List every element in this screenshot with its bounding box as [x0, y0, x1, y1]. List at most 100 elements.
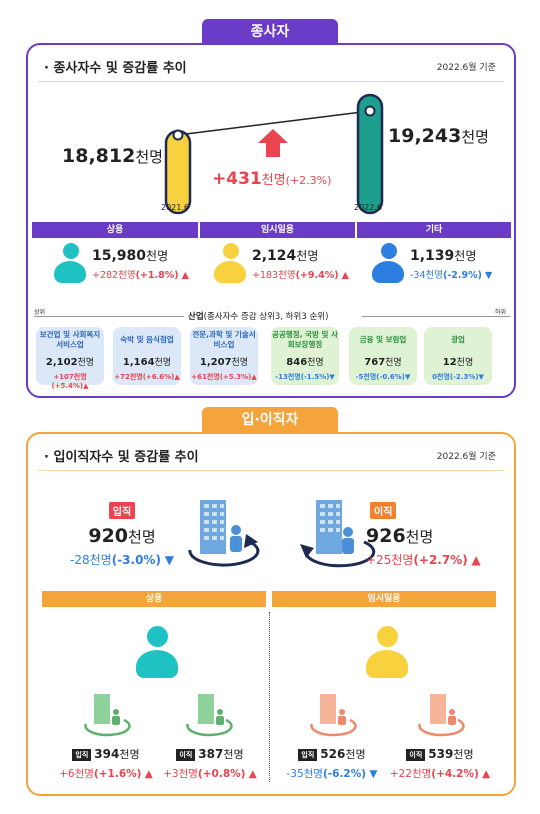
hire-badge: 입직 — [72, 748, 92, 761]
industry-change: +61천명(+5.3%)▲ — [190, 372, 258, 382]
industry-value-unit: 천명 — [385, 358, 402, 368]
industry-change: 0천명(-2.3%)▼ — [424, 372, 492, 382]
hires-panel: · 입이직자수 및 증감률 추이 2022.6월 기준 입직 920천명 -28… — [26, 432, 516, 796]
value-2022-unit: 천명 — [461, 128, 489, 146]
total-change-value: +431 — [212, 169, 262, 189]
value-2022-number: 19,243 — [388, 125, 462, 147]
industry-change-text: -5천명(-0.6%) — [355, 373, 405, 381]
category-regular-value: 15,980 — [92, 248, 147, 264]
temporary-separation-unit: 천명 — [453, 748, 474, 761]
industry-value-number: 767 — [364, 357, 386, 368]
category-temporary-change: +183천명 — [252, 270, 296, 281]
panel-title: · 종사자수 및 증감률 추이 — [44, 61, 187, 76]
separation-unit: 천명 — [405, 528, 434, 546]
separation-badge: 이직 — [370, 502, 397, 519]
industry-value: 12천명 — [424, 355, 492, 368]
industry-divider-left — [34, 316, 184, 317]
category-regular-unit: 천명 — [146, 249, 169, 263]
industry-card: 공공행정, 국방 및 사회보장행정 846천명 -13천명(-1.5%)▼ — [271, 327, 339, 385]
regular-hire-unit: 천명 — [119, 748, 140, 761]
industry-name: 공공행정, 국방 및 사회보장행정 — [272, 329, 338, 349]
category-head-regular: 상용 — [32, 222, 198, 238]
building-hire-icon — [84, 694, 131, 737]
temporary-separation-stat: 이직 539천명 +22천명(+4.2%) ▲ — [384, 746, 496, 781]
separation-badge: 이직 — [406, 748, 426, 761]
category-temporary-pct: (+9.4%) — [295, 270, 339, 281]
industry-change: -5천명(-0.6%)▼ — [349, 372, 417, 382]
industry-divider-right — [362, 316, 510, 317]
industry-card: 전문,과학 및 기술서비스업 1,207천명 +61천명(+5.3%)▲ — [190, 327, 258, 385]
industry-value-unit: 천명 — [231, 358, 249, 368]
regular-hire-value: 394 — [94, 747, 120, 761]
regular-hire-pct: (+1.6%) — [93, 768, 142, 780]
arrow-down-icon: ▼ — [478, 373, 484, 381]
regular-separation-change: +3천명 — [163, 768, 198, 780]
industry-value-number: 846 — [286, 357, 308, 368]
regular-separation-pct: (+0.8%) — [197, 768, 246, 780]
separation-badge: 이직 — [176, 748, 196, 761]
hire-value: 920 — [88, 525, 129, 547]
category-other-change: -34천명 — [410, 270, 443, 281]
value-2021-unit: 천명 — [135, 148, 163, 166]
label-2022: 2022.6 — [354, 203, 382, 212]
total-change: +431천명(+2.3%) — [212, 169, 331, 189]
category-other-value: 1,139 — [410, 248, 455, 264]
industry-change-text: 0천명(-2.3%) — [432, 373, 479, 381]
separation-value: 926 — [366, 525, 406, 547]
person-icon-yellow — [214, 243, 246, 285]
separation-pct: (+2.7%) — [413, 553, 468, 567]
arrow-up-icon: ▲ — [178, 270, 189, 281]
person-icon-yellow — [366, 626, 408, 680]
person-icon-teal — [136, 626, 178, 680]
value-2021-number: 18,812 — [62, 145, 136, 167]
industry-value-unit: 천명 — [307, 358, 324, 368]
industry-name: 광업 — [451, 334, 465, 344]
category-temporary-value: 2,124 — [252, 248, 297, 264]
industry-value: 1,164천명 — [113, 355, 181, 368]
temporary-separation-value: 539 — [428, 747, 454, 761]
arrow-down-icon: ▼ — [481, 270, 493, 281]
value-2022: 19,243천명 — [388, 125, 489, 147]
arrow-up-icon: ▲ — [338, 270, 349, 281]
industry-card: 숙박 및 음식점업 1,164천명 +72천명(+6.6%)▲ — [113, 327, 181, 385]
category-head-temporary: 임시일용 — [200, 222, 355, 238]
industry-value-number: 1,164 — [122, 357, 155, 368]
industry-value-unit: 천명 — [154, 358, 172, 368]
category-regular-pct: (+1.8%) — [135, 270, 179, 281]
industry-change: -13천명(-1.5%)▼ — [271, 372, 339, 382]
panel-title-text: 종사자수 및 증감률 추이 — [53, 61, 187, 76]
industry-card: 광업 12천명 0천명(-2.3%)▼ — [424, 327, 492, 385]
industry-name: 전문,과학 및 기술서비스업 — [192, 329, 256, 349]
regular-hire-change: +6천명 — [59, 768, 94, 780]
industry-rank-bottom: 하위 — [494, 309, 506, 316]
panel-title: · 입이직자수 및 증감률 추이 — [44, 450, 199, 465]
section-tab-hires: 입·이직자 — [202, 407, 338, 433]
industry-change-text: +72천명(+6.6%) — [114, 373, 175, 381]
building-separation-icon — [186, 694, 233, 737]
total-change-unit: 천명 — [261, 173, 286, 188]
industry-change-text: -13천명(-1.5%) — [275, 373, 330, 381]
temporary-hire-unit: 천명 — [345, 748, 366, 761]
building-hire-icon — [310, 694, 357, 737]
category-temporary-unit: 천명 — [296, 249, 319, 263]
label-2021: 2021.6 — [161, 203, 189, 212]
arrow-down-icon: ▼ — [160, 553, 174, 567]
industry-value: 1,207천명 — [190, 355, 258, 368]
temporary-hire-stat: 입직 526천명 -35천명(-6.2%) ▼ — [276, 746, 388, 781]
arrow-up-icon: ▲ — [467, 553, 481, 567]
value-2021: 18,812천명 — [62, 145, 163, 167]
industry-change-text: +61천명(+5.3%) — [191, 373, 252, 381]
industry-title: 산업 — [188, 312, 204, 322]
industry-name: 금융 및 보험업 — [359, 334, 407, 344]
group-head-regular: 상용 — [42, 591, 266, 607]
industry-subtitle: (종사자수 증감 상위3, 하위3 순위) — [203, 312, 329, 322]
hire-summary: 입직 920천명 -28천명(-3.0%) ▼ — [62, 500, 182, 568]
industry-change-text: +107천명(+5.4%) — [51, 373, 87, 390]
person-icon-teal — [54, 243, 86, 285]
group-head-temporary: 임시일용 — [272, 591, 496, 607]
arrow-up-icon: ▲ — [478, 768, 491, 780]
hire-pct: (-3.0%) — [111, 553, 161, 567]
separation-change: +25천명 — [366, 553, 414, 567]
industry-change: +107천명(+5.4%)▲ — [36, 372, 104, 390]
person-icon-blue — [372, 243, 404, 285]
